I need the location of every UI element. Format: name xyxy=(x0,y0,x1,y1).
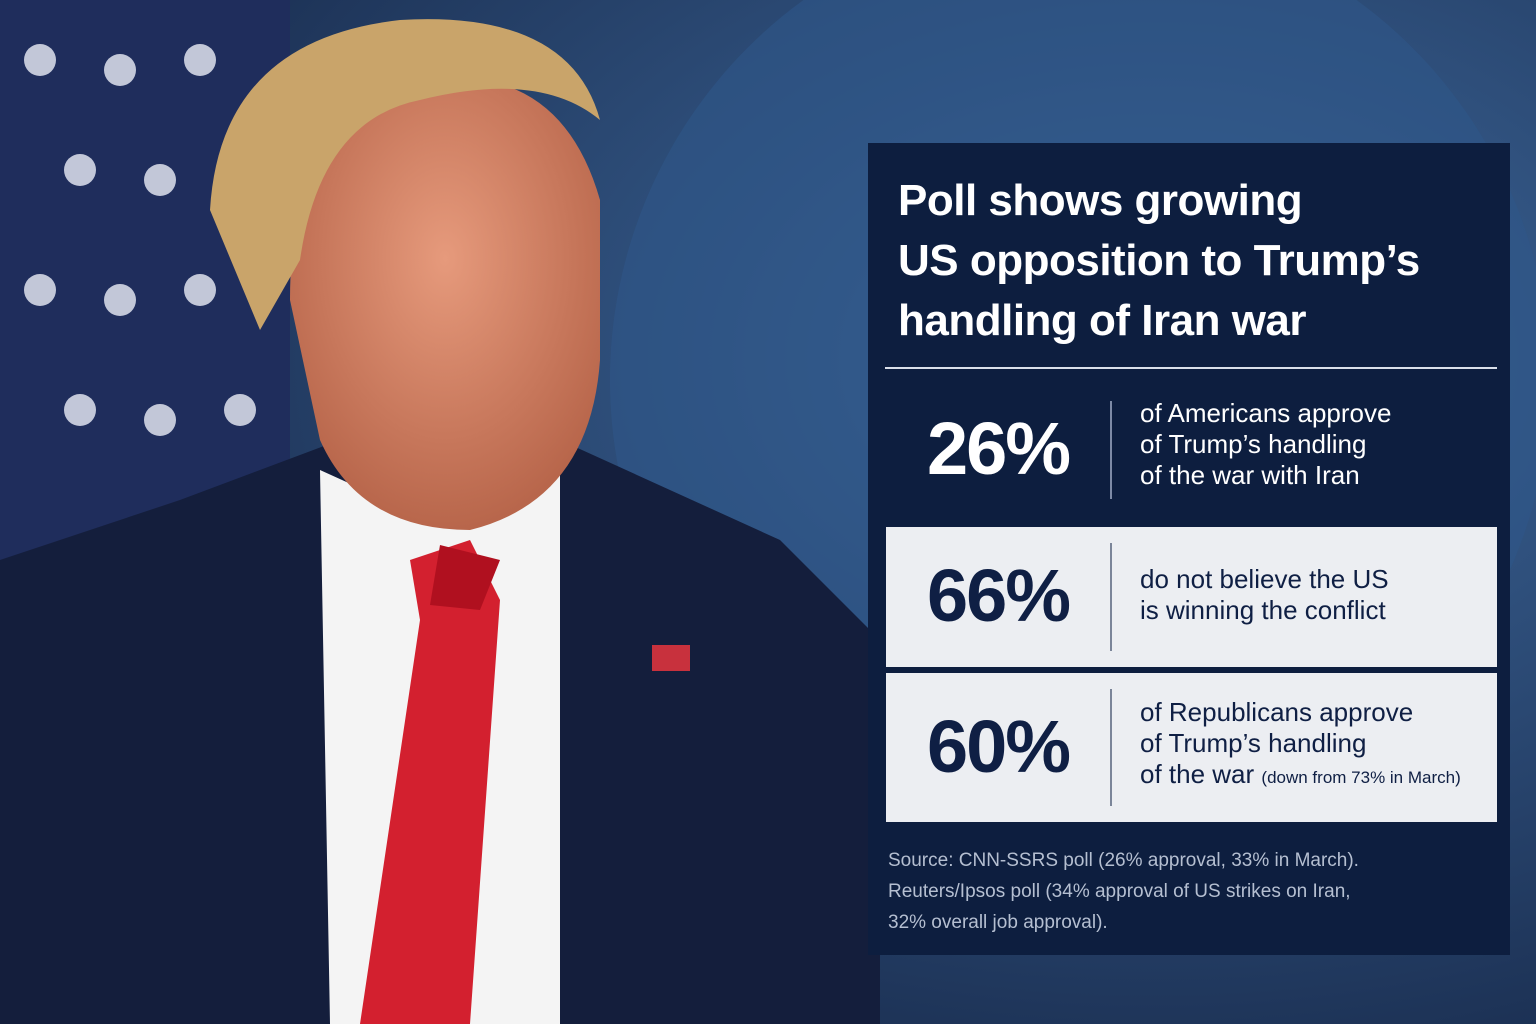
divider xyxy=(885,367,1497,369)
headline-line: Poll shows growing xyxy=(898,176,1303,225)
separator xyxy=(1110,401,1112,499)
stat-text-line: is winning the conflict xyxy=(1140,595,1386,625)
headline-line: US opposition to Trump’s xyxy=(898,236,1420,285)
stat-text-line: of Republicans approve xyxy=(1140,697,1414,727)
stat-text-line: of Americans approve xyxy=(1140,398,1392,428)
stat-box: 66% do not believe the US is winning the c… xyxy=(886,527,1497,667)
separator xyxy=(1110,543,1112,651)
stat-figure: 66% xyxy=(926,554,1071,637)
headline-line: handling of Iran war xyxy=(898,296,1307,345)
source: Source: CNN-SSRS poll (26% approval, 33%… xyxy=(888,845,1359,938)
stat-text-line: do not believe the US xyxy=(1140,564,1389,594)
stat-figure: 60% xyxy=(926,704,1071,788)
stat-text-line: of the war with Iran xyxy=(1140,460,1360,490)
stat-text: of Republicans approve of Trump’s handlin… xyxy=(1140,697,1461,793)
stat-text: do not believe the US is winning the conf… xyxy=(1140,564,1389,626)
stat-figure: 26% xyxy=(926,407,1071,490)
separator xyxy=(1110,689,1112,806)
poll-panel: Poll shows growing US opposition to Trump… xyxy=(868,143,1510,955)
stat-text-line: of the war (down from 73% in March) xyxy=(1140,759,1461,789)
stat-text-line: of Trump’s handling xyxy=(1140,429,1367,459)
stat-text: of Americans approve of Trump’s handling o… xyxy=(1140,398,1391,491)
stat-text-line: of Trump’s handling xyxy=(1140,728,1367,758)
source-line: Source: CNN-SSRS poll (26% approval, 33%… xyxy=(888,850,1359,871)
stat-box: 26% of Americans approve of Trump’s handli… xyxy=(886,385,1497,515)
source-line: Reuters/Ipsos poll (34% approval of US s… xyxy=(888,881,1351,902)
headline: Poll shows growing US opposition to Trump… xyxy=(898,171,1420,351)
stat-box: 60% of Republicans approve of Trump’s hand… xyxy=(886,673,1497,822)
stat-note: (down from 73% in March) xyxy=(1261,768,1461,787)
source-line: 32% overall job approval). xyxy=(888,912,1108,933)
